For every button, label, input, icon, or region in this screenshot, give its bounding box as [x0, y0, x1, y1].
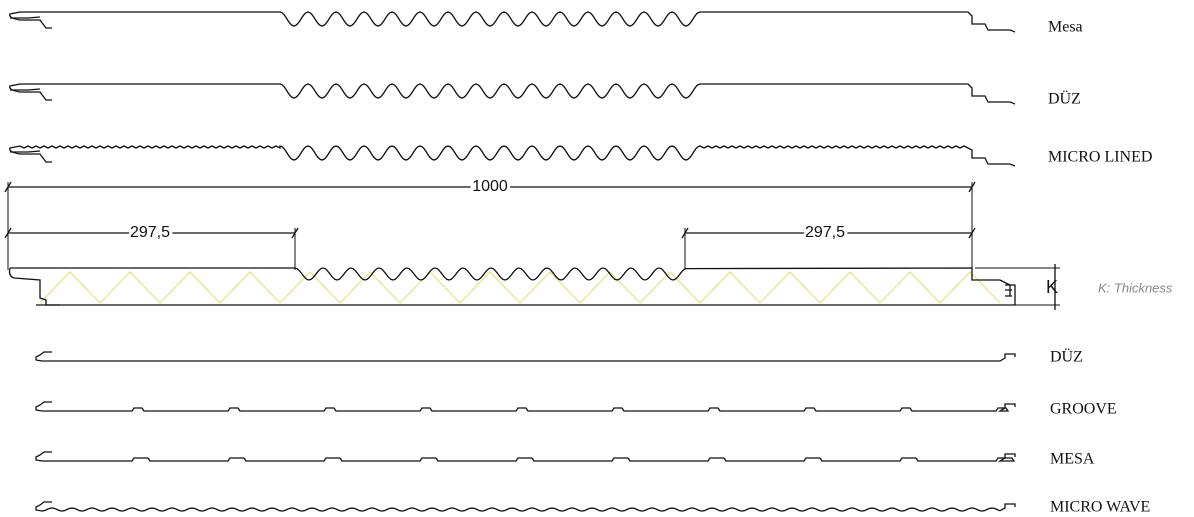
- profile-return: [10, 150, 41, 153]
- profile-return: [10, 16, 41, 19]
- profile: [35, 451, 1016, 462]
- profile-label: MESA: [1050, 451, 1095, 468]
- profile: [9, 145, 1016, 167]
- panel-left: [8, 267, 60, 306]
- profile-label: DÜZ: [1048, 90, 1081, 108]
- profile-label: MICRO LINED: [1048, 149, 1152, 166]
- panel-bottom: [36, 284, 1016, 306]
- dimension-left: 297,5: [130, 224, 170, 241]
- dimension-total: 1000: [472, 178, 508, 195]
- thickness-symbol: K: [1046, 277, 1058, 297]
- thickness-note: K: Thickness: [1098, 280, 1173, 295]
- profile: [9, 11, 1016, 33]
- profile: [35, 351, 1016, 362]
- profiles: [4, 11, 1060, 512]
- profile-return: [10, 88, 41, 91]
- profile: [9, 83, 1016, 105]
- profile-label: GROOVE: [1050, 401, 1117, 418]
- dimension-right: 297,5: [805, 224, 845, 241]
- profile-label: DÜZ: [1050, 348, 1083, 366]
- profile: [35, 401, 1016, 412]
- profile: [35, 501, 1016, 512]
- core-hatch: [39, 271, 1001, 304]
- panel-top: [10, 267, 1011, 296]
- profile-label: Mesa: [1048, 19, 1083, 36]
- profile-label: MICRO WAVE: [1050, 499, 1150, 516]
